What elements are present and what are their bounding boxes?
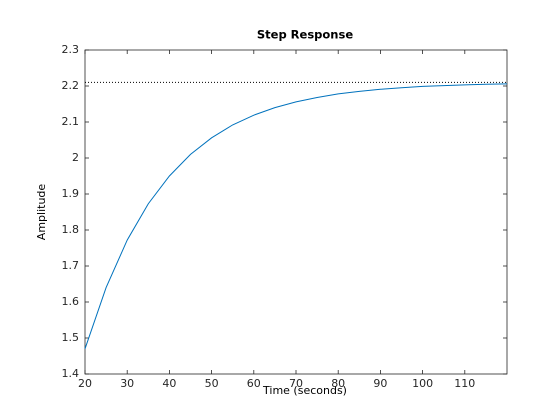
y-tick-label: 1.6 bbox=[62, 295, 80, 308]
y-tick-label: 2 bbox=[72, 151, 79, 164]
x-tick-label: 100 bbox=[412, 377, 433, 390]
x-tick-label: 90 bbox=[373, 377, 387, 390]
x-tick-label: 70 bbox=[289, 377, 303, 390]
y-axis-label: Amplitude bbox=[35, 184, 48, 241]
x-tick-label: 20 bbox=[78, 377, 92, 390]
x-axis-label: Time (seconds) bbox=[262, 384, 347, 397]
x-tick-label: 60 bbox=[247, 377, 261, 390]
x-tick-label: 40 bbox=[162, 377, 176, 390]
y-tick-label: 1.4 bbox=[62, 367, 80, 380]
x-tick-label: 80 bbox=[331, 377, 345, 390]
plot-area bbox=[84, 49, 508, 375]
y-tick-label: 1.7 bbox=[62, 259, 80, 272]
x-tick-label: 50 bbox=[205, 377, 219, 390]
y-tick-label: 1.8 bbox=[62, 223, 80, 236]
x-tick-label: 110 bbox=[454, 377, 475, 390]
y-tick-label: 1.9 bbox=[62, 187, 80, 200]
response-line bbox=[84, 83, 508, 349]
y-tick-label: 2.2 bbox=[62, 79, 80, 92]
chart-title: Step Response bbox=[257, 28, 353, 42]
y-tick-label: 2.3 bbox=[62, 43, 80, 56]
y-tick-label: 1.5 bbox=[62, 331, 80, 344]
y-tick-label: 2.1 bbox=[62, 115, 80, 128]
x-tick-label: 30 bbox=[120, 377, 134, 390]
